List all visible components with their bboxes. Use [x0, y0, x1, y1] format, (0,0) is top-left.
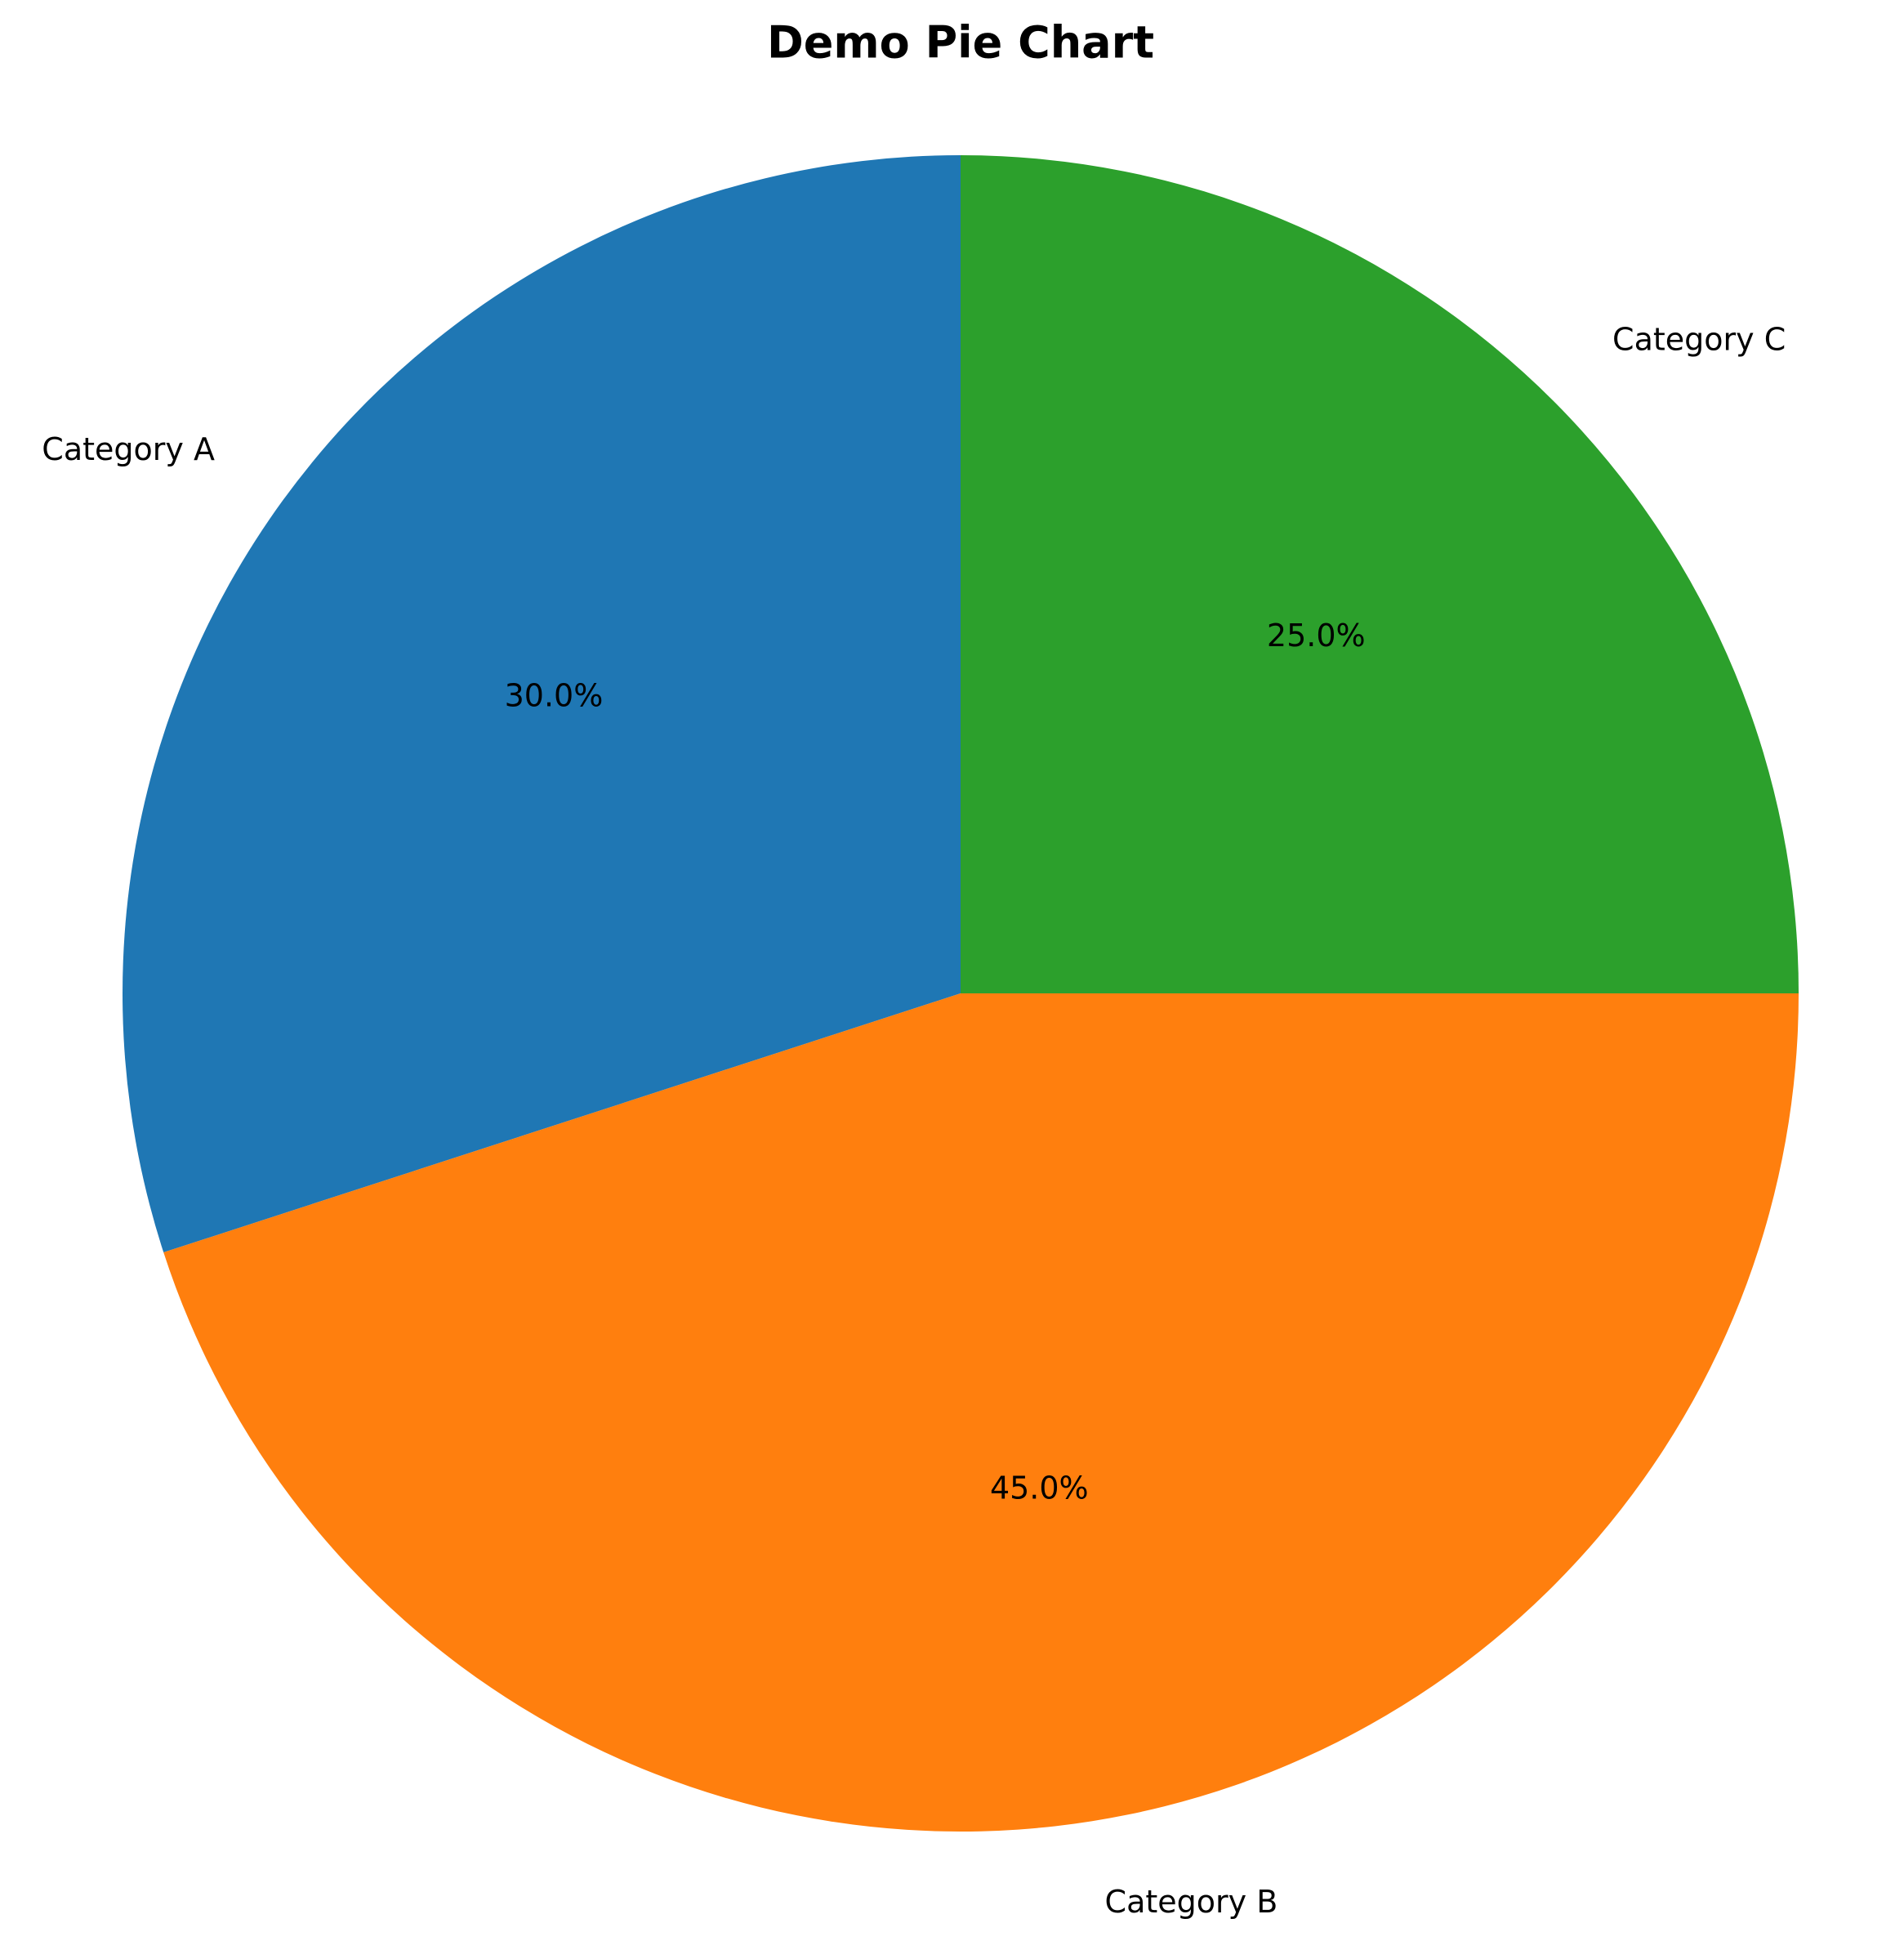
category-label-category-c: Category C — [1612, 321, 1786, 357]
pie-slice-category-b — [163, 993, 1799, 1832]
category-labels: Category A Category B Category C — [42, 321, 1786, 1920]
pie-slice-category-a — [122, 155, 961, 1253]
pie-slices — [122, 155, 1799, 1832]
category-label-category-b: Category B — [1105, 1884, 1278, 1920]
pie-slice-category-c — [961, 155, 1799, 993]
percentage-label-category-b: 45.0% — [990, 1470, 1089, 1506]
chart-title: Demo Pie Chart — [767, 17, 1154, 69]
category-label-category-a: Category A — [42, 431, 215, 467]
percentage-label-category-c: 25.0% — [1267, 618, 1366, 654]
percentage-label-category-a: 30.0% — [505, 678, 604, 714]
percentage-labels: 30.0% 45.0% 25.0% — [505, 618, 1366, 1506]
